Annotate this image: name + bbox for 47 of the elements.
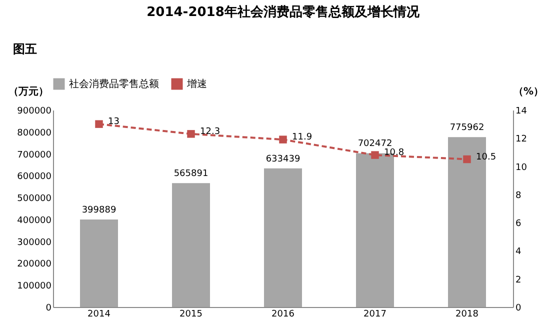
y-tick-label: 500000: [17, 194, 52, 204]
point: [371, 151, 379, 159]
data-label: 633439: [266, 154, 300, 164]
data-label: 13: [108, 117, 120, 128]
y-tick-label: 600000: [17, 172, 52, 182]
x-tick-label: 2016: [272, 310, 295, 320]
y-tick-label: 100000: [17, 282, 52, 292]
y-tick-label: 400000: [17, 216, 52, 226]
y-tick-label: 200000: [17, 260, 52, 270]
y2-tick-label: 14: [516, 106, 528, 116]
bar: [264, 168, 302, 307]
y2-tick-label: 0: [516, 304, 522, 314]
y2-tick-label: 8: [516, 190, 522, 201]
data-label: 399889: [82, 205, 116, 216]
y2-tick-label: 6: [516, 219, 522, 230]
y2-tick-label: 12: [516, 134, 527, 145]
data-label: 10.5: [476, 152, 496, 162]
y2-tick-label: 10: [516, 162, 528, 173]
y-axis-title: （万元）: [8, 86, 48, 98]
y-tick-label: 300000: [17, 238, 52, 248]
y-tick-label: 700000: [17, 150, 52, 160]
data-label: 702472: [358, 139, 392, 150]
chart-title: 2014-2018年社会消费品零售总额及增长情况: [146, 4, 420, 20]
data-label: 12.3: [200, 126, 220, 137]
x-tick-label: 2014: [88, 310, 111, 320]
text: 图五: [13, 42, 37, 56]
data-label: 11.9: [292, 132, 312, 143]
x-tick-label: 2017: [364, 310, 386, 320]
point: [95, 120, 103, 128]
y-tick-label: 0: [46, 304, 52, 314]
y2-tick-label: 2: [516, 275, 522, 286]
data-label: 10.8: [384, 148, 404, 158]
x-tick-label: 2015: [180, 310, 202, 320]
legend-label: 增速: [186, 78, 207, 90]
y-tick-label: 900000: [17, 106, 52, 116]
data-label: 565891: [174, 169, 208, 180]
x-tick-label: 2018: [456, 310, 479, 320]
data-label: 775962: [450, 123, 484, 134]
bar: [80, 219, 118, 307]
legend-label: 社会消费品零售总额: [69, 78, 159, 90]
y-tick-label: 800000: [17, 128, 52, 138]
bar: [172, 183, 210, 307]
point: [187, 130, 195, 138]
point: [463, 155, 471, 164]
y2-axis-title: （%）: [514, 86, 544, 98]
y2-tick-label: 4: [516, 247, 522, 258]
point: [279, 136, 287, 144]
